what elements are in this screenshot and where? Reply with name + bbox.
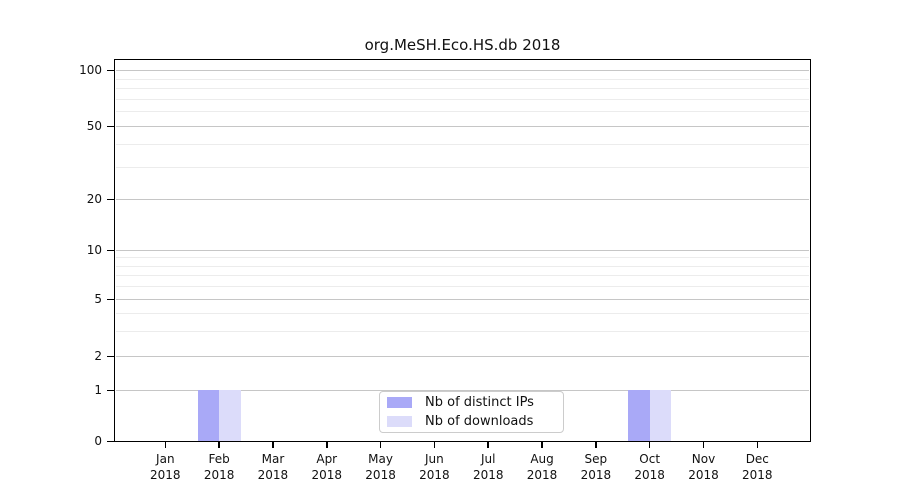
bar-downloads — [219, 390, 241, 441]
x-tick-month: Jul — [480, 452, 496, 466]
x-tick-label: Jun 2018 — [405, 451, 463, 483]
legend-item-downloads: Nb of downloads — [387, 415, 563, 428]
y-tick-label: 100 — [79, 63, 102, 77]
x-tick-mark — [487, 441, 489, 448]
legend-item-distinct-ips: Nb of distinct IPs — [387, 396, 563, 409]
x-tick-mark — [702, 441, 705, 448]
x-tick-label: Feb 2018 — [190, 451, 248, 483]
y-minor-gridline — [116, 111, 809, 113]
x-tick-mark — [541, 441, 543, 448]
x-tick-label: Jul 2018 — [459, 451, 517, 483]
x-tick-month: Aug — [530, 452, 554, 466]
y-tick-mark — [107, 298, 114, 300]
x-tick-mark — [326, 441, 328, 448]
x-tick-mark — [218, 441, 220, 448]
x-tick-mark — [164, 441, 167, 448]
y-minor-gridline — [116, 88, 809, 90]
y-tick-mark — [107, 198, 114, 200]
y-major-gridline — [116, 356, 809, 357]
x-tick-label: Mar 2018 — [244, 451, 302, 483]
legend-label-distinct-ips: Nb of distinct IPs — [425, 395, 534, 410]
y-tick-label: 0 — [94, 434, 102, 448]
x-tick-label: Dec 2018 — [728, 451, 786, 483]
x-tick-month: Jan — [156, 452, 175, 466]
x-tick-month: Nov — [691, 452, 716, 466]
legend-swatch-distinct-ips — [387, 397, 412, 408]
y-major-gridline — [116, 126, 809, 127]
x-tick-year: 2018 — [472, 468, 504, 482]
y-minor-gridline — [116, 78, 809, 80]
x-tick-month: Dec — [745, 452, 769, 466]
y-tick-mark — [107, 389, 114, 391]
y-minor-gridline — [116, 257, 809, 259]
y-minor-gridline — [116, 265, 809, 267]
x-tick-year: 2018 — [311, 468, 343, 482]
x-tick-month: Apr — [316, 452, 338, 466]
x-tick-label: Apr 2018 — [298, 451, 356, 483]
bar-downloads — [649, 390, 672, 441]
y-tick-label: 5 — [94, 292, 102, 306]
y-minor-gridline — [116, 166, 809, 168]
y-tick-label: 1 — [94, 383, 102, 397]
x-tick-year: 2018 — [580, 468, 612, 482]
y-tick-mark — [107, 355, 114, 357]
x-tick-label: May 2018 — [352, 451, 410, 483]
y-major-gridline — [116, 199, 809, 200]
bar-distinct-ips — [197, 390, 220, 441]
x-tick-label: Sep 2018 — [567, 451, 625, 483]
y-minor-gridline — [116, 98, 809, 100]
x-tick-year: 2018 — [203, 468, 235, 482]
x-tick-year: 2018 — [742, 468, 773, 482]
x-tick-mark — [433, 441, 436, 448]
x-tick-year: 2018 — [634, 468, 665, 482]
x-tick-year: 2018 — [688, 468, 719, 482]
y-minor-gridline — [116, 286, 809, 288]
y-tick-label: 20 — [86, 192, 102, 206]
y-tick-label: 2 — [94, 349, 102, 363]
y-major-gridline — [116, 70, 809, 71]
x-tick-month: Feb — [208, 452, 230, 466]
y-tick-label: 50 — [86, 119, 102, 133]
x-tick-month: May — [368, 452, 393, 466]
x-tick-mark — [756, 441, 759, 448]
x-tick-month: Oct — [639, 452, 661, 466]
x-tick-mark — [595, 441, 597, 448]
y-tick-mark — [107, 249, 114, 251]
x-tick-label: Aug 2018 — [513, 451, 571, 483]
x-tick-year: 2018 — [150, 468, 181, 482]
chart-title: org.MeSH.Eco.HS.db 2018 — [364, 36, 561, 54]
x-tick-mark — [648, 441, 651, 448]
x-tick-month: Mar — [261, 452, 285, 466]
y-minor-gridline — [116, 275, 809, 277]
x-tick-year: 2018 — [257, 468, 289, 482]
y-tick-mark — [107, 69, 114, 71]
x-tick-year: 2018 — [526, 468, 558, 482]
y-major-gridline — [116, 250, 809, 251]
legend-label-downloads: Nb of downloads — [425, 414, 534, 429]
x-tick-label: Nov 2018 — [675, 451, 733, 483]
x-tick-month: Jun — [425, 452, 444, 466]
x-tick-label: Oct 2018 — [621, 451, 679, 483]
x-tick-month: Sep — [584, 452, 608, 466]
y-minor-gridline — [116, 143, 809, 145]
x-tick-label: Jan 2018 — [136, 451, 194, 483]
legend: Nb of distinct IPs Nb of downloads — [379, 391, 564, 433]
legend-swatch-downloads — [387, 416, 412, 427]
y-tick-mark — [107, 125, 114, 127]
x-tick-mark — [379, 441, 382, 448]
x-tick-mark — [272, 441, 274, 448]
y-tick-label: 10 — [86, 243, 102, 257]
bar-distinct-ips — [628, 390, 650, 441]
x-tick-year: 2018 — [365, 468, 396, 482]
x-tick-year: 2018 — [419, 468, 450, 482]
y-minor-gridline — [116, 330, 809, 332]
y-major-gridline — [116, 390, 809, 391]
y-tick-mark — [107, 440, 114, 442]
y-major-gridline — [116, 299, 809, 300]
y-minor-gridline — [116, 312, 809, 314]
